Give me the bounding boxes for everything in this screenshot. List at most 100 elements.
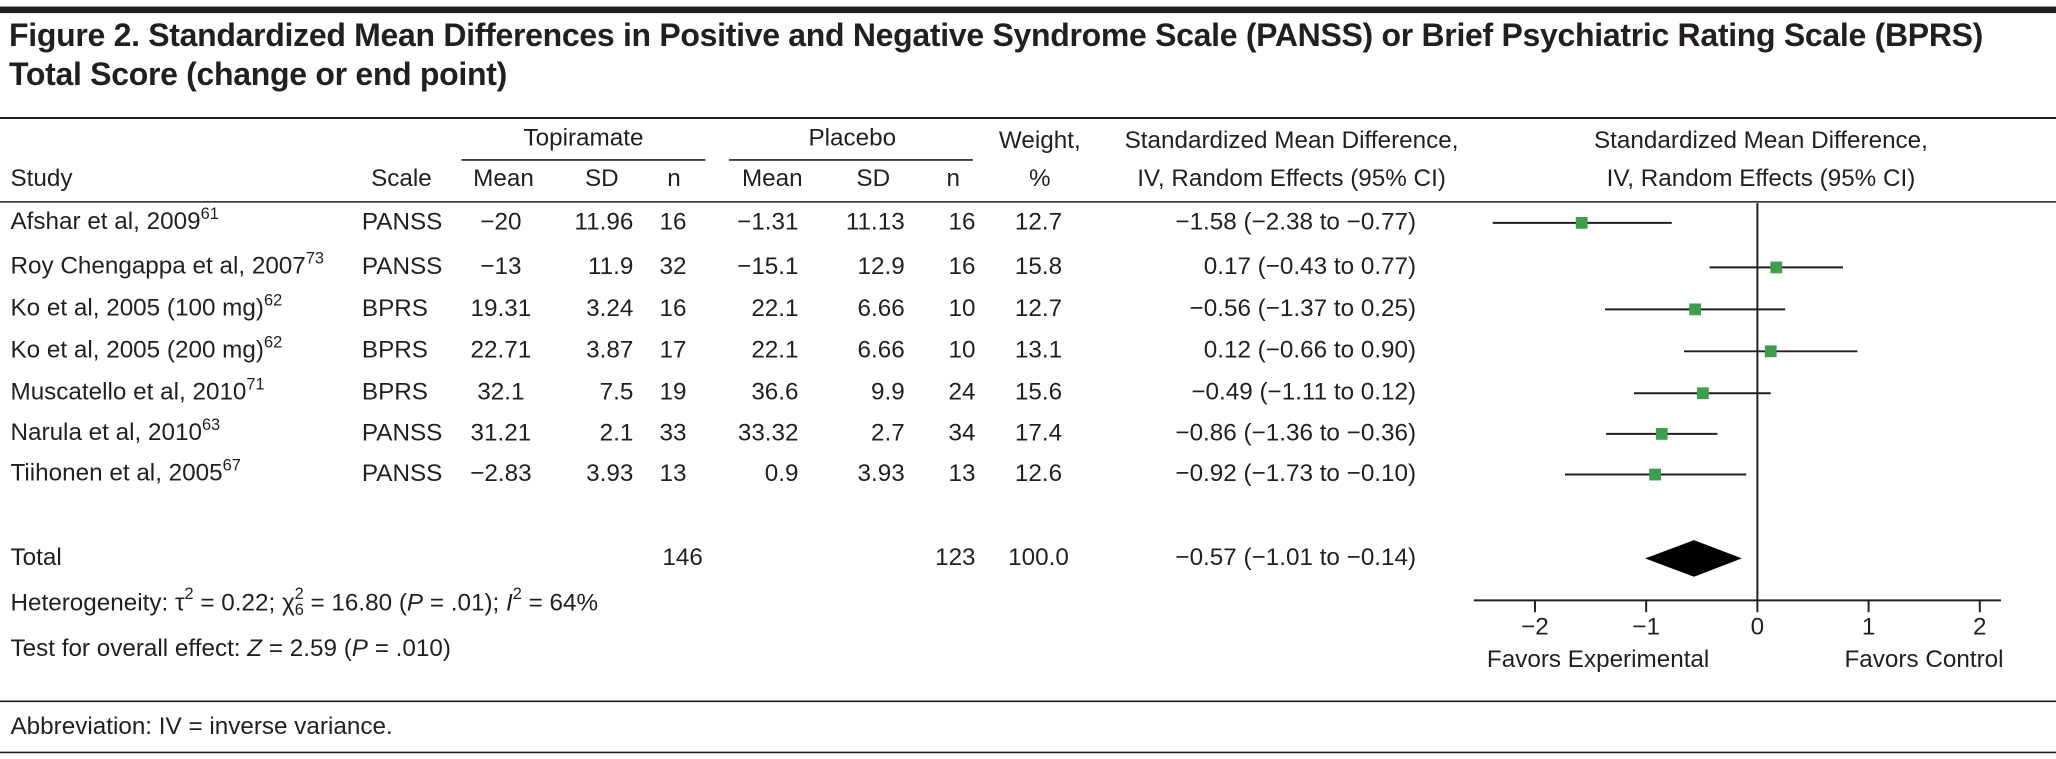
column-header: SD bbox=[856, 165, 890, 192]
table-cell: 11.9 bbox=[588, 253, 633, 280]
study-name: Ko et al, 2005 (200 mg)62 bbox=[10, 334, 282, 364]
table-cell: 22.1 bbox=[751, 337, 798, 364]
column-header: n bbox=[947, 165, 961, 192]
overall-effect: Test for overall effect: Z = 2.59 (P = .… bbox=[10, 636, 450, 663]
table-cell: 7.5 bbox=[600, 379, 634, 406]
table-cell: 19.31 bbox=[471, 295, 532, 322]
top-rule bbox=[0, 6, 2056, 14]
column-header: SD bbox=[585, 165, 619, 192]
weight-cell: 17.4 bbox=[1015, 419, 1062, 446]
study-name-text: Tiihonen et al, 2005 bbox=[10, 460, 222, 487]
table-cell: 2.7 bbox=[871, 419, 905, 446]
x-tick-label: −2 bbox=[1521, 613, 1549, 640]
table-cell: 3.87 bbox=[586, 337, 633, 364]
table-cell: 11.96 bbox=[574, 208, 633, 235]
column-header: Standardized Mean Difference, bbox=[1125, 127, 1459, 154]
study-name-text: Muscatello et al, 2010 bbox=[10, 379, 246, 406]
scale-cell: PANSS bbox=[362, 208, 442, 235]
reference: 67 bbox=[223, 457, 241, 475]
column-header: IV, Random Effects (95% CI) bbox=[1137, 165, 1446, 192]
text-part: Heterogeneity: τ bbox=[10, 590, 184, 617]
group-header: Placebo bbox=[808, 124, 896, 151]
text-part: P bbox=[352, 636, 369, 663]
text-part: 2 bbox=[513, 585, 522, 603]
total-weight: 100.0 bbox=[1008, 544, 1069, 571]
table-cell: 16 bbox=[660, 295, 687, 322]
table-cell: 9.9 bbox=[871, 379, 905, 406]
x-tick-label: −1 bbox=[1632, 613, 1660, 640]
table-cell: 33.32 bbox=[738, 419, 799, 446]
reference: 63 bbox=[202, 416, 220, 434]
table-cell: 34 bbox=[949, 419, 976, 446]
heterogeneity: Heterogeneity: τ2 = 0.22; χ62 = 16.80 (P… bbox=[10, 585, 598, 619]
table-cell: −1.31 bbox=[737, 208, 798, 235]
study-name: Tiihonen et al, 200567 bbox=[10, 457, 240, 487]
effect-square bbox=[1770, 261, 1783, 274]
group-header: Topiramate bbox=[524, 124, 644, 151]
table-cell: 3.93 bbox=[858, 460, 905, 487]
table-cell: 16 bbox=[949, 253, 976, 280]
weight-cell: 12.6 bbox=[1015, 460, 1062, 487]
table-cell: 11.13 bbox=[846, 208, 905, 235]
reference: 61 bbox=[201, 205, 219, 223]
text-part: Z bbox=[246, 636, 263, 663]
table-cell: 33 bbox=[660, 419, 687, 446]
effect-label: 0.12 (−0.66 to 0.90) bbox=[1204, 337, 1416, 364]
effect-square bbox=[1655, 428, 1668, 440]
scale-cell: BPRS bbox=[362, 379, 428, 406]
weight-cell: 12.7 bbox=[1015, 295, 1062, 322]
summary-diamond bbox=[1645, 540, 1742, 577]
column-header: % bbox=[1029, 165, 1051, 192]
table-cell: 10 bbox=[949, 295, 976, 322]
table-cell: 16 bbox=[949, 208, 976, 235]
table-cell: 13 bbox=[660, 460, 687, 487]
table-cell: 13 bbox=[949, 460, 976, 487]
x-tick-label: 0 bbox=[1751, 613, 1765, 640]
table-cell: 17 bbox=[660, 337, 687, 364]
scale-cell: PANSS bbox=[362, 419, 442, 446]
effect-square bbox=[1575, 216, 1588, 229]
table-cell: 12.9 bbox=[858, 253, 905, 280]
table-cell: 32.1 bbox=[477, 379, 524, 406]
column-header: IV, Random Effects (95% CI) bbox=[1607, 165, 1916, 192]
scale-cell: PANSS bbox=[362, 253, 442, 280]
table-cell: −15.1 bbox=[737, 253, 798, 280]
study-name: Muscatello et al, 201071 bbox=[10, 376, 264, 406]
reference: 73 bbox=[306, 250, 324, 268]
table-cell: −20 bbox=[480, 208, 521, 235]
total-n: 123 bbox=[935, 544, 975, 571]
column-header: Weight, bbox=[999, 127, 1081, 154]
weight-cell: 12.7 bbox=[1015, 208, 1062, 235]
chart-title: Figure 2. Standardized Mean Differences … bbox=[9, 17, 1984, 92]
effect-square bbox=[1649, 468, 1661, 481]
effect-label: −0.92 (−1.73 to −0.10) bbox=[1175, 460, 1416, 487]
axis-label: Favors Experimental bbox=[1487, 646, 1709, 673]
scale-cell: PANSS bbox=[362, 460, 442, 487]
scale-cell: BPRS bbox=[362, 337, 428, 364]
table-cell: 0.9 bbox=[765, 460, 799, 487]
text-part: Test for overall effect: bbox=[10, 636, 247, 663]
table-cell: 10 bbox=[949, 337, 976, 364]
study-name: Roy Chengappa et al, 200773 bbox=[10, 250, 324, 280]
study-name-text: Afshar et al, 2009 bbox=[10, 208, 200, 235]
column-header: n bbox=[667, 165, 681, 192]
table-cell: 19 bbox=[660, 379, 687, 406]
x-tick-label: 2 bbox=[1973, 613, 1987, 640]
table-cell: 24 bbox=[949, 379, 976, 406]
total-effect-label: −0.57 (−1.01 to −0.14) bbox=[1175, 544, 1416, 571]
text-part: = .01); bbox=[423, 590, 506, 617]
table-cell: 6.66 bbox=[858, 295, 905, 322]
axis-label: Favors Control bbox=[1844, 646, 2003, 673]
column-header: Study bbox=[10, 165, 73, 192]
text-part: = 2.59 ( bbox=[262, 636, 352, 663]
study-name: Ko et al, 2005 (100 mg)62 bbox=[10, 292, 282, 322]
column-header: Mean bbox=[742, 165, 803, 192]
table-cell: 22.1 bbox=[751, 295, 798, 322]
study-name-text: Ko et al, 2005 (200 mg) bbox=[10, 337, 263, 364]
x-tick-label: 1 bbox=[1862, 613, 1876, 640]
table-cell: 31.21 bbox=[471, 419, 532, 446]
study-name-text: Ko et al, 2005 (100 mg) bbox=[10, 295, 263, 322]
weight-cell: 15.6 bbox=[1015, 379, 1062, 406]
